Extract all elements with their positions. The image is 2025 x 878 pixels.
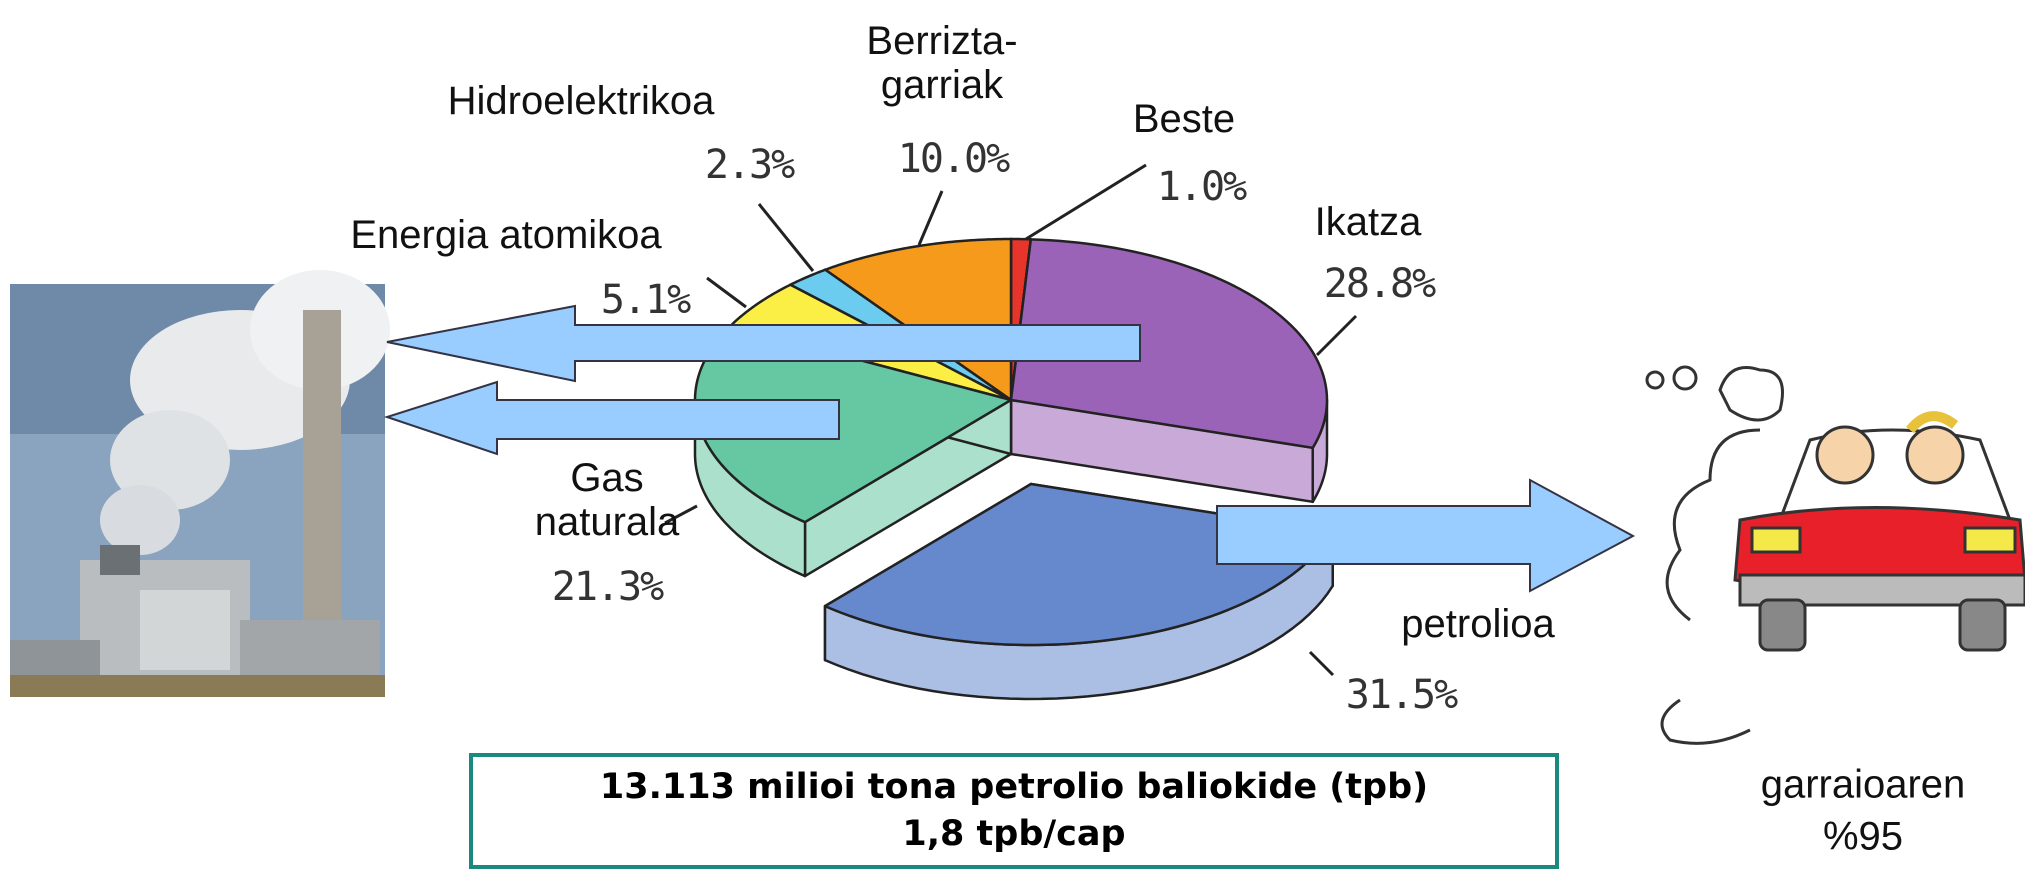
leader-line — [664, 504, 698, 525]
leader-line — [1315, 314, 1358, 357]
slice — [1009, 238, 1329, 450]
slice-label: Berrizta- garriak — [866, 19, 1018, 107]
leader-line — [706, 276, 747, 309]
transport-note: garraioaren — [1760, 762, 1966, 807]
slice — [823, 482, 1334, 647]
arrow — [386, 304, 1141, 383]
slice-label: Gas naturala — [534, 456, 680, 544]
slice-label: Hidroelektrikoa — [447, 79, 715, 123]
leader-line — [917, 190, 944, 246]
arrows — [383, 304, 1636, 593]
leader-line — [1308, 650, 1335, 677]
slice-label: Beste — [1132, 97, 1236, 141]
summary-line: 13.113 milioi tona petrolio baliokide (t… — [599, 766, 1429, 807]
summary-box: 13.113 milioi tona petrolio baliokide (t… — [469, 753, 1559, 869]
leader-line — [757, 203, 815, 272]
transport-note: %95 — [1822, 814, 1904, 859]
summary-line: 1,8 tpb/cap — [902, 814, 1126, 854]
arrow — [1216, 478, 1636, 593]
value-label: 21.3% — [551, 564, 664, 610]
value-label: 10.0% — [897, 136, 1010, 182]
slice-label: Energia atomikoa — [350, 213, 662, 257]
value-label: 5.1% — [600, 277, 691, 323]
power-plant-photo — [10, 270, 390, 697]
arrow — [383, 380, 840, 456]
value-label: 2.3% — [704, 142, 795, 188]
slice-label: petrolioa — [1401, 602, 1555, 646]
value-label: 31.5% — [1345, 672, 1458, 718]
leader-lines — [664, 163, 1358, 677]
value-label: 28.8% — [1323, 261, 1436, 307]
leader-line — [1025, 163, 1147, 241]
slice-label: Ikatza — [1314, 200, 1422, 244]
car-cartoon — [1645, 365, 2025, 745]
value-label: 1.0% — [1156, 164, 1247, 210]
pie — [693, 237, 1334, 701]
